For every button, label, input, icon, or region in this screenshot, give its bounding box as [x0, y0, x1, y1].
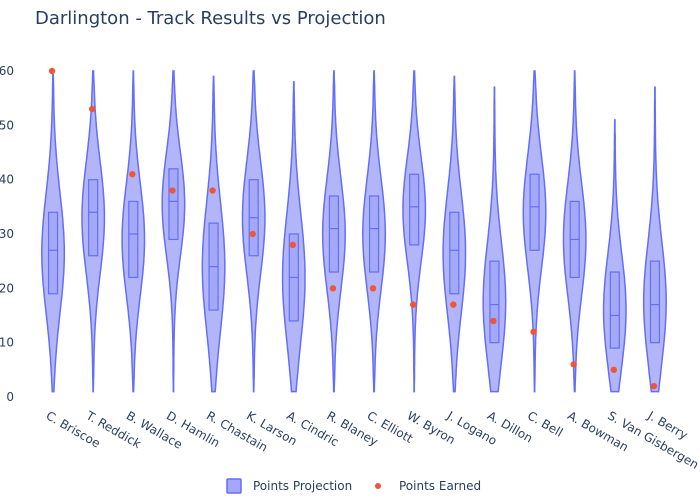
- points-earned-marker[interactable]: [88, 105, 96, 113]
- y-tick-label: 20: [0, 281, 14, 295]
- points-earned-marker[interactable]: [129, 171, 136, 178]
- legend-label-earned: Points Earned: [399, 479, 481, 493]
- legend-label-projection: Points Projection: [253, 479, 352, 493]
- violin-series: [41, 70, 667, 393]
- points-earned-marker[interactable]: [289, 241, 297, 249]
- y-tick-label: 60: [0, 64, 14, 78]
- y-tick-label: 0: [6, 390, 14, 404]
- points-earned-marker[interactable]: [369, 285, 377, 292]
- y-tick-label: 30: [0, 227, 14, 241]
- violin-box: [489, 260, 500, 344]
- violin-box: [529, 173, 540, 251]
- violin-box: [368, 195, 380, 273]
- violin-box: [328, 195, 340, 273]
- points-earned-marker[interactable]: [570, 361, 577, 368]
- violin-shape[interactable]: [642, 86, 667, 393]
- points-earned-marker[interactable]: [249, 230, 256, 238]
- points-earned-marker[interactable]: [610, 366, 618, 374]
- points-series: [48, 67, 658, 390]
- points-earned-marker[interactable]: [450, 301, 457, 308]
- points-earned-marker[interactable]: [409, 301, 417, 308]
- violin-box: [449, 211, 460, 295]
- legend-item-earned[interactable]: Points Earned: [375, 479, 481, 493]
- y-axis: 0 10 20 30 40 50 60: [0, 64, 14, 404]
- legend-item-projection[interactable]: Points Projection: [226, 478, 352, 494]
- violin-shape[interactable]: [602, 119, 627, 393]
- points-earned-marker[interactable]: [490, 317, 497, 325]
- y-tick-label: 10: [0, 336, 14, 350]
- violin-box: [649, 260, 661, 344]
- y-tick-label: 40: [0, 173, 14, 187]
- violin-box: [47, 211, 59, 295]
- chart-title: Darlington - Track Results vs Projection: [35, 8, 386, 29]
- violin-box: [128, 200, 139, 279]
- points-earned-marker[interactable]: [209, 187, 216, 194]
- violin-box: [88, 179, 99, 257]
- points-earned-marker[interactable]: [650, 382, 658, 390]
- violin-box: [409, 173, 420, 246]
- legend-marker-swatch: [375, 483, 381, 489]
- violin-box: [168, 168, 179, 241]
- points-earned-marker[interactable]: [169, 187, 176, 194]
- points-earned-marker[interactable]: [530, 328, 537, 335]
- violin-shape[interactable]: [482, 86, 507, 393]
- points-earned-marker[interactable]: [329, 285, 337, 292]
- legend[interactable]: Points Projection Points Earned: [226, 478, 481, 494]
- violin-box: [609, 271, 620, 349]
- y-tick-label: 50: [0, 118, 14, 132]
- legend-violin-swatch: [226, 478, 242, 494]
- points-earned-marker[interactable]: [48, 67, 56, 75]
